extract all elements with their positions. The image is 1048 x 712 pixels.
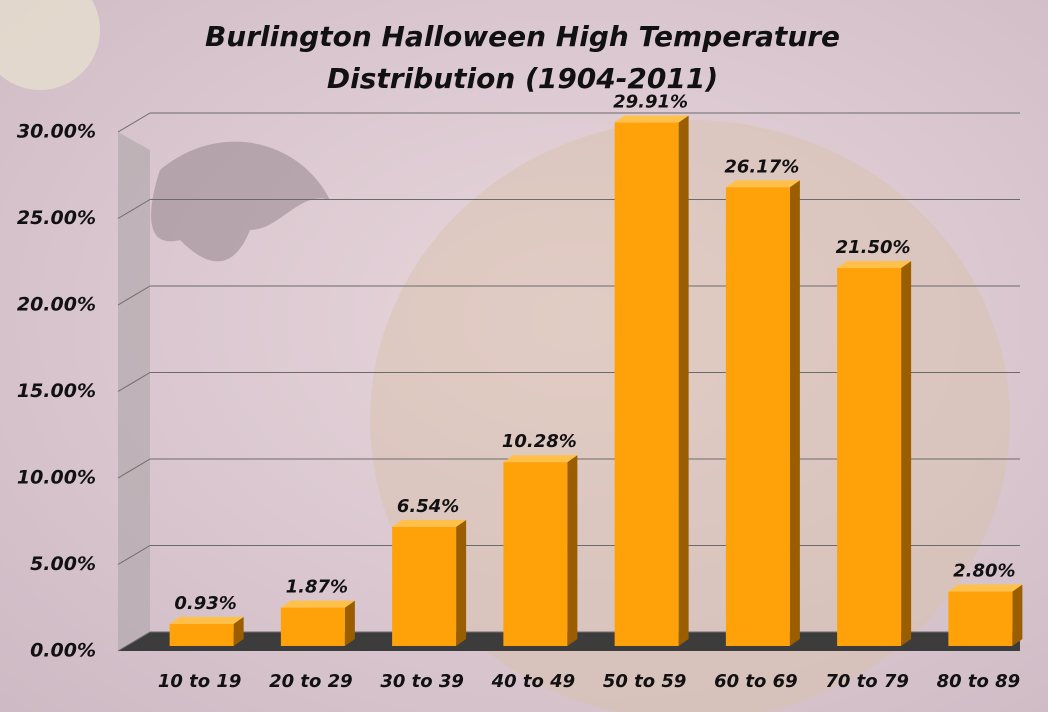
bar-side — [1012, 584, 1023, 646]
bar-side — [344, 600, 355, 646]
data-label: 10.28% — [502, 431, 577, 452]
bar-side — [901, 261, 912, 646]
bat — [151, 141, 330, 262]
data-label: 26.17% — [724, 156, 799, 177]
x-tick-label: 20 to 29 — [269, 671, 353, 692]
plot-area: 0.00% 5.00% 10.00% 15.00% 20.00% 25.00% 30.00%… — [17, 92, 1023, 692]
grid-line-side — [117, 372, 151, 392]
bar — [503, 462, 568, 646]
bar — [614, 122, 679, 646]
x-tick-label: 60 to 69 — [714, 671, 798, 692]
bar-top — [280, 600, 355, 608]
bar — [948, 591, 1013, 646]
grid-line-side — [117, 631, 151, 652]
bar-top — [837, 261, 912, 269]
grid-line-side — [117, 199, 151, 219]
x-tick-label: 30 to 39 — [380, 671, 464, 692]
x-tick-label: 40 to 49 — [491, 671, 576, 692]
bar-top — [614, 115, 689, 123]
y-tick-label: 20.00% — [17, 294, 96, 316]
bar-top — [169, 616, 244, 624]
grid-line-side — [117, 545, 151, 565]
bar — [280, 607, 345, 646]
bar-top — [392, 519, 467, 527]
data-label: 29.91% — [613, 92, 688, 113]
bar — [837, 268, 902, 646]
side-wall — [118, 132, 150, 651]
bar — [169, 623, 234, 646]
bar-side — [567, 455, 578, 646]
data-label: 0.93% — [174, 593, 236, 614]
y-tick-label: 5.00% — [30, 553, 96, 575]
bar-side — [456, 519, 467, 646]
data-label: 1.87% — [286, 577, 348, 598]
moon — [0, 0, 100, 90]
bar-top — [948, 584, 1023, 592]
x-tick-label: 10 to 19 — [158, 671, 242, 692]
y-tick-label: 15.00% — [17, 380, 96, 402]
y-tick-label: 10.00% — [17, 467, 96, 489]
x-tick-label: 50 to 59 — [603, 671, 687, 692]
bar-top — [503, 455, 578, 463]
y-tick-label: 30.00% — [17, 121, 96, 143]
data-label: 6.54% — [397, 496, 459, 517]
grid-line-side — [117, 458, 151, 479]
data-label: 21.50% — [836, 237, 911, 258]
x-tick-label: 70 to 79 — [825, 671, 909, 692]
chart-title: Burlington Halloween High Temperature Di… — [204, 20, 841, 95]
y-tick-label: 0.00% — [30, 640, 96, 662]
bar — [392, 526, 457, 646]
bar-side — [789, 180, 800, 646]
data-label: 2.80% — [953, 561, 1015, 582]
bar-top — [725, 180, 800, 188]
bar-side — [233, 616, 244, 646]
y-tick-label: 25.00% — [17, 207, 96, 229]
x-tick-label: 80 to 89 — [937, 671, 1021, 692]
grid-line-side — [117, 112, 151, 133]
bar-side — [678, 115, 689, 646]
bar — [725, 187, 790, 646]
grid-line-side — [117, 285, 151, 306]
